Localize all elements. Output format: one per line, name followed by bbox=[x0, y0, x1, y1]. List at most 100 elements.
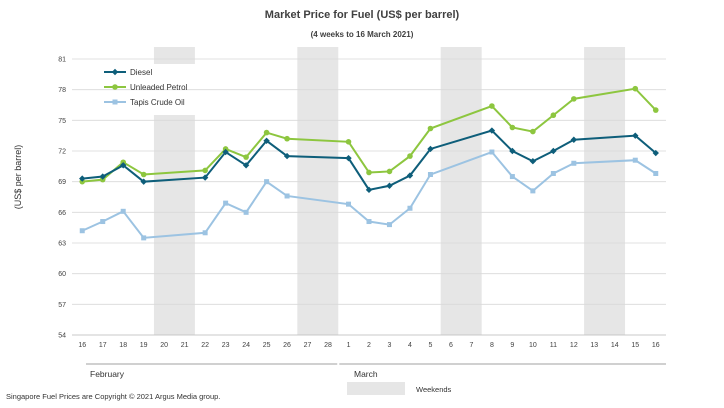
data-point bbox=[345, 154, 352, 162]
y-tick-label: 66 bbox=[58, 210, 66, 217]
data-point bbox=[550, 170, 556, 176]
x-tick-label: 1 bbox=[347, 342, 351, 349]
data-point bbox=[243, 209, 249, 215]
data-point bbox=[99, 173, 106, 180]
data-point bbox=[223, 200, 229, 206]
data-point bbox=[571, 160, 577, 166]
x-tick-label: 11 bbox=[550, 342, 557, 349]
data-point bbox=[386, 182, 393, 189]
data-point bbox=[366, 169, 372, 176]
x-tick-label: 23 bbox=[222, 342, 230, 349]
x-tick-label: 25 bbox=[263, 342, 271, 349]
y-tick-label: 60 bbox=[58, 271, 66, 278]
data-point bbox=[120, 162, 127, 169]
x-tick-label: 13 bbox=[590, 342, 598, 349]
data-point bbox=[79, 228, 85, 234]
data-point bbox=[263, 137, 270, 144]
data-point bbox=[202, 230, 208, 236]
data-point bbox=[530, 188, 536, 194]
data-point bbox=[242, 162, 250, 169]
data-point bbox=[489, 149, 495, 155]
y-tick-label: 78 bbox=[58, 87, 66, 94]
data-point bbox=[202, 167, 208, 174]
data-point bbox=[283, 152, 291, 160]
data-point bbox=[386, 222, 392, 228]
x-tick-label: 9 bbox=[510, 342, 514, 349]
data-point bbox=[427, 125, 434, 132]
x-tick-label: 4 bbox=[408, 342, 412, 349]
data-point bbox=[652, 107, 659, 113]
month-label-february: February bbox=[90, 369, 125, 379]
data-point bbox=[407, 153, 413, 159]
data-point bbox=[140, 178, 147, 185]
data-point bbox=[509, 174, 515, 180]
data-point bbox=[263, 129, 270, 136]
y-tick-label: 69 bbox=[58, 179, 66, 186]
data-point bbox=[550, 112, 557, 119]
x-tick-label: 16 bbox=[78, 342, 86, 349]
x-tick-label: 15 bbox=[631, 342, 639, 349]
x-tick-label: 6 bbox=[449, 342, 453, 349]
x-tick-label: 2 bbox=[367, 342, 371, 349]
data-point bbox=[284, 193, 290, 199]
y-tick-label: 63 bbox=[58, 241, 66, 248]
data-point bbox=[407, 205, 413, 211]
chart-title: Market Price for Fuel (US$ per barrel) bbox=[264, 9, 460, 21]
data-point bbox=[632, 85, 639, 92]
month-label-march: March bbox=[354, 369, 378, 379]
x-tick-label: 8 bbox=[490, 342, 494, 349]
weekend-band bbox=[297, 47, 339, 335]
data-point bbox=[284, 135, 290, 142]
legend-marker bbox=[112, 99, 118, 105]
data-point bbox=[365, 186, 373, 194]
y-tick-label: 54 bbox=[58, 333, 66, 340]
data-point bbox=[346, 201, 352, 207]
data-point bbox=[509, 124, 516, 131]
x-tick-label: 24 bbox=[242, 342, 250, 349]
data-point bbox=[509, 147, 516, 155]
legend-label: Diesel bbox=[130, 68, 152, 77]
data-point bbox=[120, 208, 126, 214]
data-point bbox=[366, 219, 372, 225]
data-point bbox=[427, 145, 434, 153]
data-point bbox=[243, 154, 249, 160]
weekend-band bbox=[440, 47, 482, 335]
data-point bbox=[427, 172, 433, 178]
data-point bbox=[652, 149, 659, 157]
data-point bbox=[571, 96, 577, 102]
chart-subtitle: (4 weeks to 16 March 2021) bbox=[310, 30, 414, 39]
copyright-note: Singapore Fuel Prices are Copyright © 20… bbox=[6, 392, 221, 401]
weekend-band bbox=[584, 47, 626, 335]
legend-marker bbox=[111, 68, 119, 76]
x-tick-label: 12 bbox=[570, 342, 578, 349]
data-point bbox=[345, 139, 352, 145]
y-tick-label: 72 bbox=[58, 149, 66, 156]
x-tick-label: 7 bbox=[469, 342, 473, 349]
data-point bbox=[201, 174, 209, 181]
x-tick-label: 19 bbox=[140, 342, 148, 349]
weekend-legend-label: Weekends bbox=[416, 385, 452, 394]
data-point bbox=[653, 170, 659, 176]
x-tick-label: 5 bbox=[428, 342, 432, 349]
data-point bbox=[79, 175, 86, 182]
legend-marker bbox=[112, 84, 118, 90]
x-tick-label: 22 bbox=[201, 342, 209, 349]
data-point bbox=[529, 158, 537, 165]
x-tick-label: 26 bbox=[283, 342, 291, 349]
data-point bbox=[386, 168, 393, 175]
x-tick-label: 14 bbox=[611, 342, 619, 349]
weekend-band-top bbox=[153, 47, 195, 64]
data-point bbox=[100, 219, 106, 225]
data-point bbox=[264, 179, 270, 185]
x-tick-label: 17 bbox=[99, 342, 107, 349]
x-tick-label: 21 bbox=[181, 342, 189, 349]
x-tick-label: 16 bbox=[652, 342, 660, 349]
data-point bbox=[140, 171, 147, 178]
x-tick-label: 10 bbox=[529, 342, 537, 349]
data-point bbox=[222, 148, 229, 156]
x-tick-label: 27 bbox=[304, 342, 312, 349]
y-tick-label: 57 bbox=[58, 302, 66, 309]
y-tick-label: 81 bbox=[58, 57, 66, 64]
data-point bbox=[489, 103, 495, 109]
x-tick-label: 18 bbox=[119, 342, 127, 349]
